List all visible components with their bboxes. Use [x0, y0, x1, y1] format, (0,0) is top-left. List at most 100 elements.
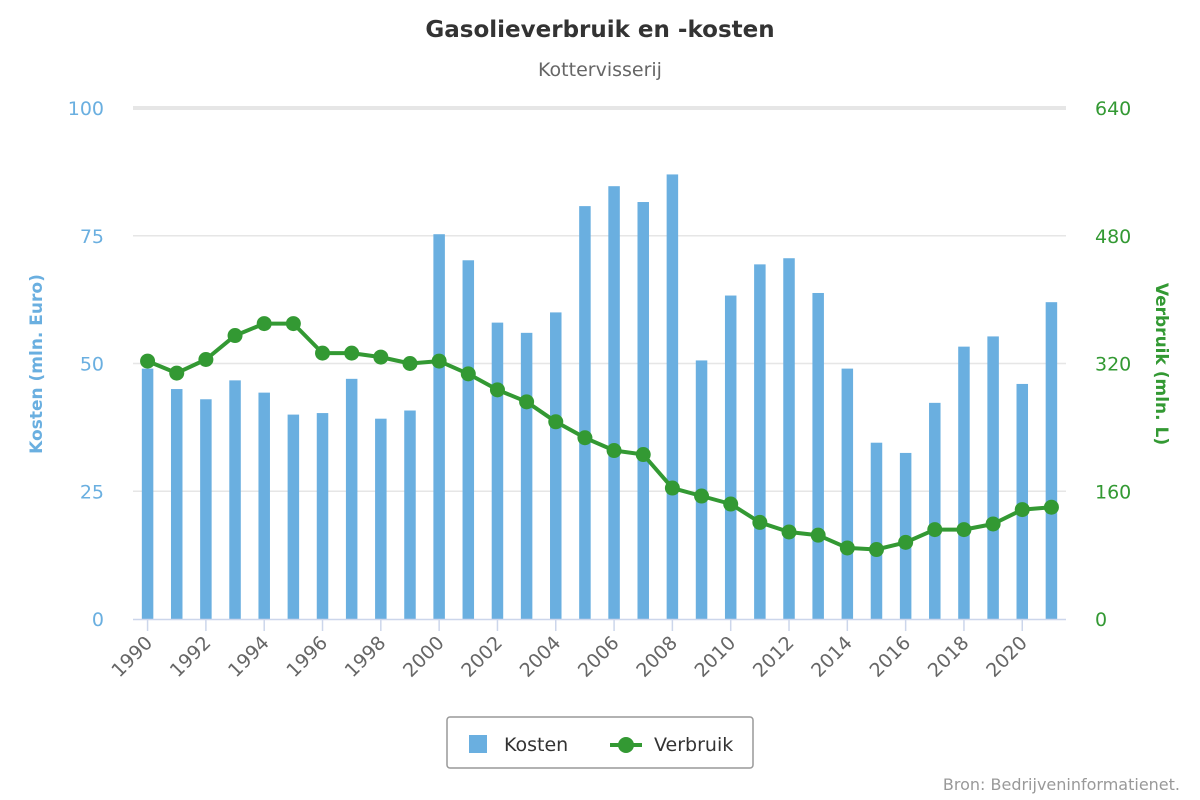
bar-kosten-2008[interactable]: [666, 174, 679, 619]
legend-item-kosten[interactable]: Kosten: [469, 734, 568, 756]
legend: Kosten Verbruik: [446, 716, 754, 769]
point-verbruik-1991[interactable]: [169, 365, 185, 381]
point-verbruik-1999[interactable]: [402, 356, 418, 371]
verbruik-line-series: [140, 316, 1059, 558]
legend-kosten-swatch: [469, 735, 487, 753]
x-tick-label: 1996: [282, 632, 332, 682]
x-tick-label: 1990: [107, 632, 157, 682]
verbruik-line: [145, 321, 1054, 552]
point-verbruik-2005[interactable]: [577, 430, 593, 446]
y-axis-right: 0 160 320 480 640: [1095, 98, 1131, 631]
bar-kosten-2010[interactable]: [724, 295, 737, 619]
point-verbruik-2017[interactable]: [927, 522, 943, 538]
bar-kosten-2013[interactable]: [812, 292, 824, 619]
y-axis-right-title: Verbruik (mln. L): [1151, 283, 1171, 445]
point-verbruik-1992[interactable]: [198, 352, 214, 368]
point-verbruik-2011[interactable]: [752, 514, 768, 530]
x-tick-label: 2006: [574, 632, 624, 682]
bar-kosten-2020[interactable]: [1016, 383, 1029, 619]
point-verbruik-2000[interactable]: [431, 353, 447, 369]
bar-kosten-2001[interactable]: [462, 260, 475, 619]
bar-kosten-1992[interactable]: [200, 399, 212, 619]
point-verbruik-2012[interactable]: [781, 524, 797, 540]
x-tick-label: 2014: [807, 632, 857, 682]
point-verbruik-2019[interactable]: [985, 516, 1001, 532]
point-verbruik-1990[interactable]: [140, 353, 156, 369]
legend-item-verbruik[interactable]: Verbruik: [610, 734, 733, 756]
kosten-bars: [141, 174, 1058, 620]
point-verbruik-2020[interactable]: [1014, 502, 1030, 518]
x-tick-label: 1992: [166, 632, 216, 682]
point-verbruik-2016[interactable]: [898, 534, 914, 550]
x-tick-label: 2018: [924, 632, 974, 682]
point-verbruik-2008[interactable]: [664, 480, 680, 496]
bar-kosten-2017[interactable]: [929, 402, 941, 619]
y-axis-left-title: Kosten (mln. Euro): [27, 274, 47, 454]
point-verbruik-2015[interactable]: [868, 542, 884, 558]
bar-kosten-2018[interactable]: [958, 346, 970, 619]
bar-kosten-2007[interactable]: [637, 202, 649, 620]
y-right-tick-label: 0: [1095, 609, 1107, 631]
point-verbruik-2007[interactable]: [635, 447, 651, 463]
bar-kosten-2006[interactable]: [608, 186, 620, 620]
bar-kosten-2003[interactable]: [520, 332, 533, 619]
legend-verbruik-marker: [618, 737, 634, 753]
bar-kosten-2011[interactable]: [754, 264, 766, 619]
bar-kosten-1999[interactable]: [404, 410, 416, 619]
bar-kosten-1991[interactable]: [170, 389, 183, 619]
bar-kosten-2021[interactable]: [1045, 302, 1058, 619]
y-left-tick-label: 25: [80, 481, 104, 503]
point-verbruik-1993[interactable]: [227, 328, 243, 344]
y-right-tick-label: 640: [1095, 98, 1131, 120]
legend-verbruik-label: Verbruik: [654, 734, 733, 756]
point-verbruik-1998[interactable]: [373, 349, 389, 365]
bar-kosten-2014[interactable]: [841, 368, 854, 619]
chart-subtitle: Kottervisserij: [538, 59, 662, 81]
bar-kosten-1993[interactable]: [229, 380, 241, 619]
bar-kosten-1990[interactable]: [141, 368, 154, 619]
bar-kosten-2000[interactable]: [433, 234, 445, 620]
x-tick-label: 2000: [399, 632, 449, 682]
point-verbruik-2018[interactable]: [956, 522, 972, 538]
point-verbruik-2009[interactable]: [694, 488, 710, 504]
point-verbruik-2013[interactable]: [810, 527, 826, 543]
y-right-tick-label: 480: [1095, 226, 1131, 248]
bar-kosten-2012[interactable]: [783, 258, 795, 619]
point-verbruik-2021[interactable]: [1043, 499, 1059, 515]
x-tick-label: 2010: [690, 632, 740, 682]
bar-kosten-1997[interactable]: [345, 378, 358, 619]
y-left-tick-label: 75: [80, 226, 104, 248]
point-verbruik-1997[interactable]: [344, 345, 360, 361]
point-verbruik-1995[interactable]: [285, 316, 301, 332]
bar-kosten-1998[interactable]: [375, 418, 387, 619]
point-verbruik-2014[interactable]: [839, 540, 855, 556]
x-tick-label: 2012: [749, 632, 799, 682]
x-axis: 1990 1992 1994 1996 1998 2000 2002 2004 2006 2008…: [107, 618, 1066, 682]
point-verbruik-2006[interactable]: [606, 443, 622, 459]
chart-title: Gasolieverbruik en -kosten: [425, 17, 774, 43]
point-verbruik-2010[interactable]: [723, 496, 739, 512]
bar-kosten-2015[interactable]: [870, 442, 883, 619]
y-left-tick-label: 100: [68, 98, 104, 120]
y-axis-left: 0 25 50 75 100: [68, 98, 104, 631]
point-verbruik-1996[interactable]: [315, 345, 331, 361]
point-verbruik-1994[interactable]: [256, 316, 272, 332]
bar-kosten-1995[interactable]: [287, 414, 300, 619]
bar-kosten-1994[interactable]: [258, 392, 270, 619]
point-verbruik-2004[interactable]: [548, 414, 564, 430]
point-verbruik-2002[interactable]: [489, 382, 505, 398]
legend-kosten-label: Kosten: [504, 734, 568, 756]
bar-kosten-2002[interactable]: [491, 322, 504, 619]
x-tick-label: 2016: [865, 632, 915, 682]
point-verbruik-2003[interactable]: [519, 394, 535, 410]
x-tick-label: 1994: [224, 632, 274, 682]
bar-kosten-2019[interactable]: [987, 336, 999, 619]
bar-kosten-2004[interactable]: [550, 312, 562, 619]
y-right-tick-label: 320: [1095, 354, 1131, 376]
point-verbruik-2001[interactable]: [460, 366, 476, 382]
bar-kosten-2005[interactable]: [579, 206, 591, 619]
bar-kosten-1996[interactable]: [316, 413, 329, 619]
x-tick-label: 2004: [516, 632, 566, 682]
y-right-tick-label: 160: [1095, 481, 1131, 503]
